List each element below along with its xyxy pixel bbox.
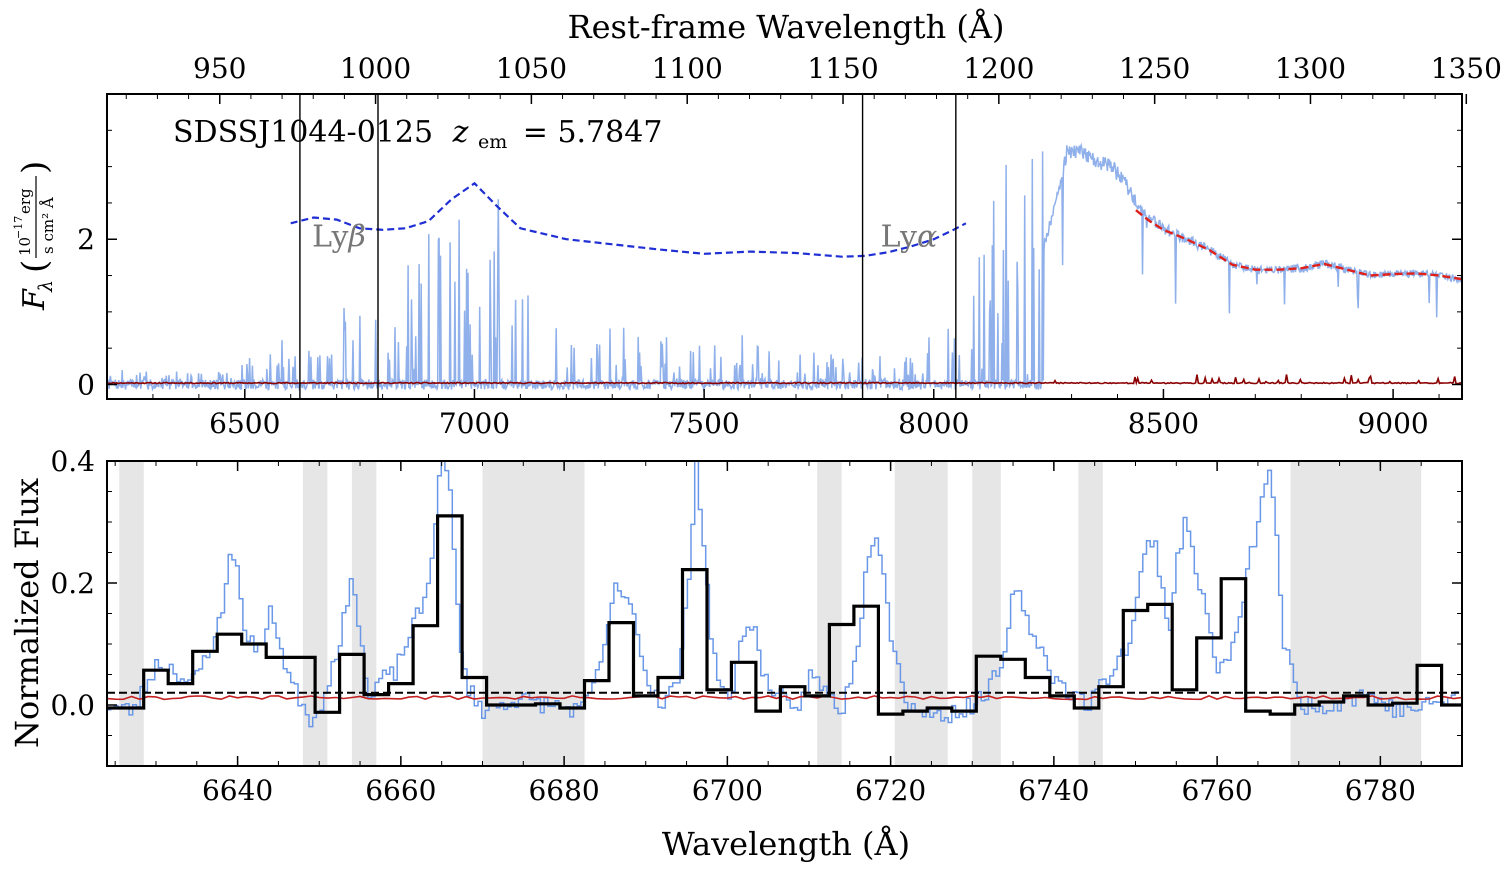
bottom-xtick-label-2: 6680 xyxy=(528,774,599,807)
top-x2tick-label-3: 1100 xyxy=(652,52,723,85)
bottom-panel-ylabel: Normalized Flux xyxy=(8,478,46,748)
top-blue-continuum xyxy=(290,181,967,258)
top-x2tick-label-8: 1350 xyxy=(1431,52,1501,85)
top-flux-spectrum xyxy=(107,142,1462,392)
masked-region-5 xyxy=(894,461,948,766)
ylabel-sub: λ xyxy=(35,280,57,293)
top-xtick-label-1: 7000 xyxy=(439,407,510,440)
top-x2tick-label-7: 1300 xyxy=(1275,52,1346,85)
top-x2tick-label-0: 950 xyxy=(193,52,246,85)
masked-region-3 xyxy=(482,461,585,766)
bottom-xtick-label-5: 6740 xyxy=(1018,774,1089,807)
top-xtick-label-0: 6500 xyxy=(209,407,280,440)
top-red-continuum xyxy=(1135,209,1462,281)
top-ytick-label-0: 0 xyxy=(77,368,95,401)
ylabel-num: 10 xyxy=(16,237,34,256)
bottom-panel-plot: 6640 6660 6680 6700 6720 6740 6760 6780 0.0 0.2 0.… xyxy=(50,445,1463,807)
top-panel-ylabel: F λ ( 10 −17 erg s cm² Å ) xyxy=(12,161,57,311)
masked-region-0 xyxy=(119,461,144,766)
top-x2tick-label-2: 1050 xyxy=(496,52,567,85)
top-x2tick-label-1: 1000 xyxy=(340,52,411,85)
bottom-xtick-label-1: 6660 xyxy=(365,774,436,807)
top-xtick-label-3: 8000 xyxy=(898,407,969,440)
z-symbol: z xyxy=(452,115,469,150)
bottom-ytick-label-0: 0.0 xyxy=(50,689,95,722)
ylabel-exp: −17 xyxy=(12,216,25,239)
ylabel-symbol: F xyxy=(17,288,52,311)
top-xtick-label-4: 8500 xyxy=(1128,407,1199,440)
top-ytick-label-1: 2 xyxy=(77,223,95,256)
z-value: = 5.7847 xyxy=(523,115,663,150)
top-plot-frame xyxy=(106,93,1463,400)
top-panel-plot: Lyβ Lyα 6500 7000 7500 8000 8500 9000 950 1000 105… xyxy=(77,52,1501,440)
top-x2tick-label-5: 1200 xyxy=(963,52,1034,85)
top-xtick-label-5: 9000 xyxy=(1357,407,1428,440)
top-x2tick-label-4: 1150 xyxy=(807,52,878,85)
bottom-ytick-label-1: 0.2 xyxy=(50,567,95,600)
bottom-xtick-label-3: 6700 xyxy=(692,774,763,807)
top-line-label-1: Lyα xyxy=(881,220,938,255)
bottom-binned-flux xyxy=(107,514,1462,716)
bottom-xtick-label-0: 6640 xyxy=(202,774,273,807)
top-line-label-0: Lyβ xyxy=(312,220,366,255)
z-subscript: em xyxy=(478,131,507,153)
bottom-xtick-label-7: 6780 xyxy=(1345,774,1416,807)
bottom-xtick-label-4: 6720 xyxy=(855,774,926,807)
ylabel-unit-num: erg xyxy=(16,188,34,214)
bottom-xtick-label-6: 6760 xyxy=(1181,774,1252,807)
masked-region-1 xyxy=(302,461,328,766)
masked-region-7 xyxy=(1078,461,1103,766)
bottom-panel-xlabel: Wavelength (Å) xyxy=(662,825,910,863)
bottom-ytick-label-2: 0.4 xyxy=(50,445,95,478)
masked-region-2 xyxy=(351,461,377,766)
ylabel-unit-den: s cm² Å xyxy=(39,197,57,254)
top-error-spectrum xyxy=(107,374,1462,386)
bottom-plot-area xyxy=(107,461,1462,766)
top-x2tick-label-6: 1250 xyxy=(1119,52,1190,85)
top-panel-rest-frame-xlabel: Rest-frame Wavelength (Å) xyxy=(568,8,1005,46)
ylabel-rparen: ) xyxy=(15,161,55,174)
masked-region-8 xyxy=(1290,461,1422,766)
ylabel-lparen: ( xyxy=(15,260,55,273)
top-plot-area xyxy=(107,94,1462,399)
masked-region-6 xyxy=(972,461,1001,766)
bottom-error-spectrum xyxy=(107,695,1462,701)
top-panel-object-label: SDSSJ1044-0125 z em = 5.7847 xyxy=(173,115,662,156)
masked-region-4 xyxy=(817,461,842,766)
object-name: SDSSJ1044-0125 xyxy=(173,115,433,150)
top-xtick-label-2: 7500 xyxy=(668,407,739,440)
